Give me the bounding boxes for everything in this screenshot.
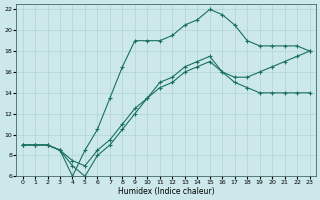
X-axis label: Humidex (Indice chaleur): Humidex (Indice chaleur) <box>118 187 214 196</box>
